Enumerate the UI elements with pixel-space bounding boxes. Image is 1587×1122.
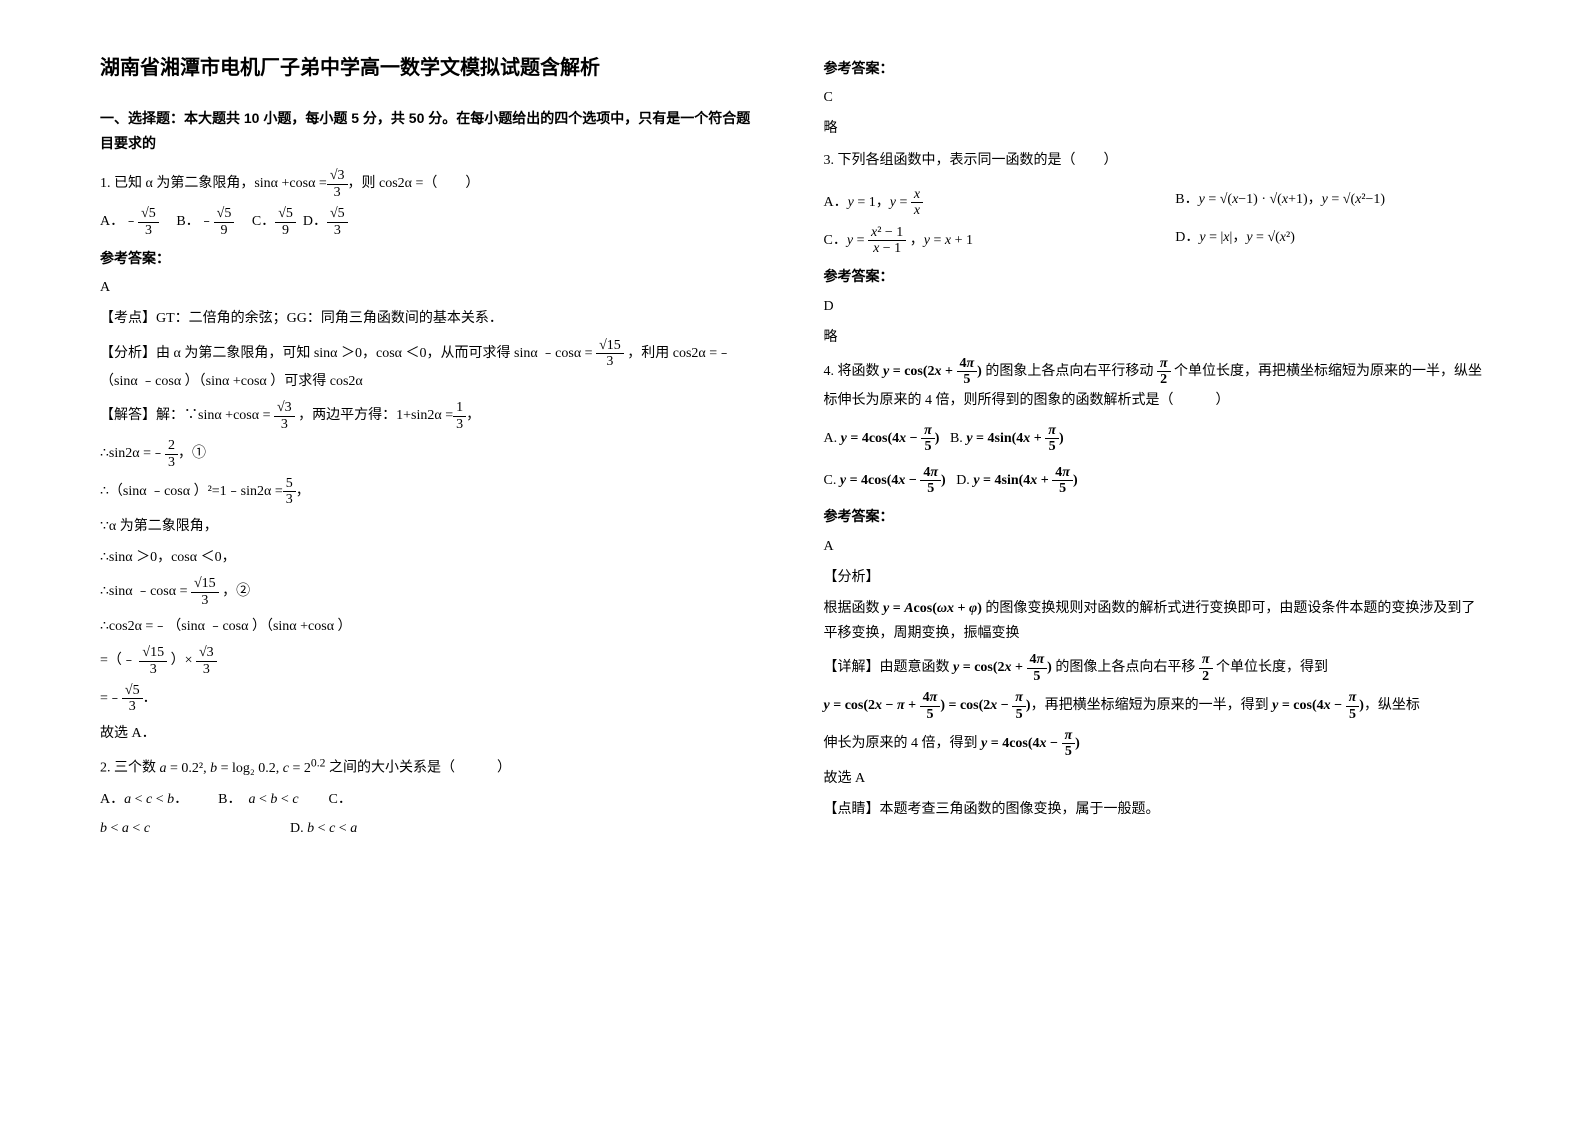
q2-answer-label: 参考答案： bbox=[824, 56, 1488, 81]
q1-options: A．﹣√53 B．﹣√59 C．√59 D．√53 bbox=[100, 206, 764, 238]
q1-answer: A bbox=[100, 275, 764, 300]
question-2: 2. 三个数 a = 0.2², b = log₂ 0.2, c = 20.2 … bbox=[100, 752, 764, 841]
q1-sol-10: 故选 A． bbox=[100, 721, 764, 746]
q1-point: 【考点】GT：二倍角的余弦；GG：同角三角函数间的基本关系． bbox=[100, 306, 764, 331]
section1-header: 一、选择题：本大题共 10 小题，每小题 5 分，共 50 分。在每小题给出的四… bbox=[100, 106, 764, 156]
q4-answer: A bbox=[824, 534, 1488, 559]
question-3: 3. 下列各组函数中，表示同一函数的是（ ） A．y = 1，y = xx B．… bbox=[824, 148, 1488, 257]
q4-sol-1: 【详解】由题意函数 y = cos(2x + 4π5) 的图像上各点向右平移 π… bbox=[824, 652, 1488, 684]
right-column: 参考答案： C 略 3. 下列各组函数中，表示同一函数的是（ ） A．y = 1… bbox=[824, 50, 1488, 849]
q4-sol-4: 故选 A bbox=[824, 766, 1488, 791]
q3-answer: D bbox=[824, 294, 1488, 319]
q4-options: A. y = 4cos(4x − π5) B. y = 4sin(4x + π5… bbox=[824, 423, 1488, 497]
q4-analysis-label: 【分析】 bbox=[824, 565, 1488, 590]
q3-options: A．y = 1，y = xx B．y = √(x−1) · √(x+1)，y =… bbox=[824, 187, 1488, 219]
q1-sol-3: ∴（sinα ﹣cosα ）²=1﹣sin2α =53， bbox=[100, 476, 764, 508]
q1-sol-8: =（﹣ √153 ）× √33 bbox=[100, 645, 764, 677]
q1-analysis: 【分析】由 α 为第二象限角，可知 sinα ＞0，cosα ＜0，从而可求得 … bbox=[100, 338, 764, 395]
question-4: 4. 将函数 y = cos(2x + 4π5) 的图象上各点向右平行移动 π2… bbox=[824, 356, 1488, 497]
q4-remark: 【点睛】本题考查三角函数的图像变换，属于一般题。 bbox=[824, 797, 1488, 822]
q4-sol-3: 伸长为原来的 4 倍，得到 y = 4cos(4x − π5) bbox=[824, 728, 1488, 760]
q4-sol-2: y = cos(2x − π + 4π5) = cos(2x − π5)，再把横… bbox=[824, 690, 1488, 722]
q1-sol-2: ∴sin2α =﹣23，① bbox=[100, 438, 764, 470]
q3-options-2: C．y = x² − 1x − 1 ，y = x + 1 D．y = |x|，y… bbox=[824, 225, 1488, 257]
q3-answer-label: 参考答案： bbox=[824, 264, 1488, 289]
document-title: 湖南省湘潭市电机厂子弟中学高一数学文模拟试题含解析 bbox=[100, 50, 764, 86]
q2-answer: C bbox=[824, 85, 1488, 110]
q4-analysis: 根据函数 y = Acos(ωx + φ) 的图像变换规则对函数的解析式进行变换… bbox=[824, 596, 1488, 646]
q1-sol-5: ∴sinα ＞0，cosα ＜0， bbox=[100, 545, 764, 570]
q1-sol-6: ∴sinα ﹣cosα = √153 ，② bbox=[100, 576, 764, 608]
q3-stem: 3. 下列各组函数中，表示同一函数的是（ ） bbox=[824, 153, 1118, 168]
q3-brief: 略 bbox=[824, 325, 1488, 350]
q1-answer-label: 参考答案： bbox=[100, 246, 764, 271]
q1-stem: 1. 已知 α 为第二象限角，sinα +cosα =√33，则 cos2α =… bbox=[100, 176, 479, 191]
q2-stem: 2. 三个数 a = 0.2², b = log₂ 0.2, c = 20.2 … bbox=[100, 761, 511, 776]
q4-answer-label: 参考答案： bbox=[824, 504, 1488, 529]
q1-sol-4: ∵α 为第二象限角， bbox=[100, 514, 764, 539]
q1-sol-7: ∴cos2α =﹣（sinα ﹣cosα ）（sinα +cosα ） bbox=[100, 614, 764, 639]
q1-sol-9: =﹣√53． bbox=[100, 683, 764, 715]
q4-stem: 4. 将函数 y = cos(2x + 4π5) 的图象上各点向右平行移动 π2… bbox=[824, 364, 1483, 408]
q1-sol-1: 【解答】解：∵sinα +cosα = √33 ，两边平方得：1+sin2α =… bbox=[100, 400, 764, 432]
left-column: 湖南省湘潭市电机厂子弟中学高一数学文模拟试题含解析 一、选择题：本大题共 10 … bbox=[100, 50, 764, 849]
question-1: 1. 已知 α 为第二象限角，sinα +cosα =√33，则 cos2α =… bbox=[100, 168, 764, 238]
q2-brief: 略 bbox=[824, 116, 1488, 141]
q2-options: A．a < c < b． B． a < b < c C． b < a < c D… bbox=[100, 787, 764, 841]
